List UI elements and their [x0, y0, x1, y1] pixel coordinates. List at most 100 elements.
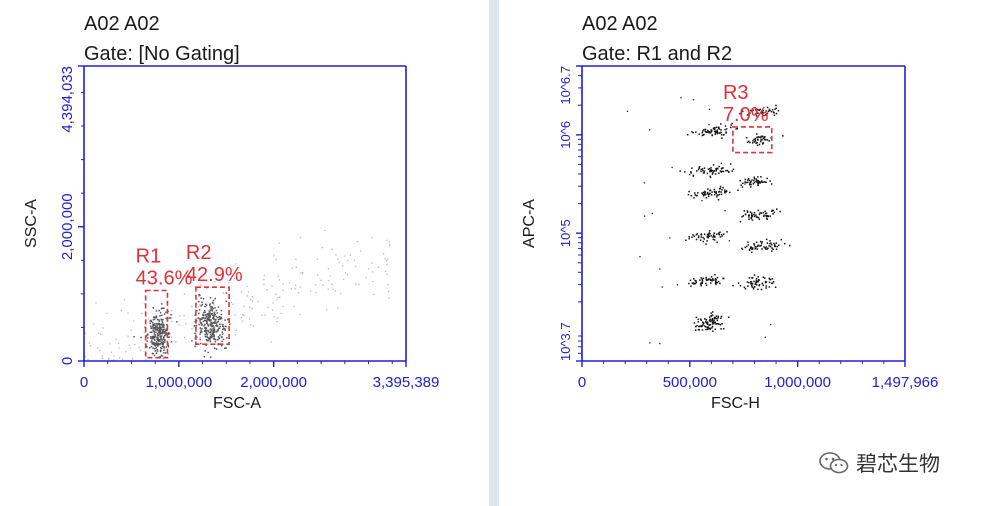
cluster-point	[765, 114, 767, 116]
cluster-point	[206, 320, 208, 323]
background-point	[115, 338, 117, 341]
x-axis-title: FSC-A	[213, 395, 261, 412]
background-point	[626, 110, 629, 112]
cluster-point	[209, 312, 211, 314]
cluster-point	[209, 335, 212, 338]
cluster-point	[714, 173, 717, 175]
background-point	[295, 266, 297, 268]
cluster-point	[211, 312, 214, 315]
cluster-point	[778, 244, 780, 247]
cluster-point	[147, 337, 149, 339]
background-point	[206, 288, 208, 290]
cluster-point	[194, 345, 196, 347]
cluster-point	[705, 243, 707, 245]
cluster-point	[215, 309, 218, 312]
cluster-point	[161, 324, 163, 326]
cluster-point	[776, 208, 778, 210]
cluster-point	[750, 217, 752, 219]
x-axis-title: FSC-H	[711, 395, 760, 412]
cluster-point	[750, 186, 752, 188]
cluster-point	[746, 181, 749, 184]
background-point	[386, 273, 388, 275]
cluster-point	[154, 342, 157, 345]
cluster-point	[756, 144, 759, 147]
cluster-point	[216, 329, 219, 332]
cluster-point	[761, 111, 764, 113]
background-point	[340, 292, 342, 295]
background-point	[232, 303, 234, 305]
cluster-point	[162, 352, 165, 354]
cluster-point	[157, 338, 160, 340]
cluster-point	[771, 247, 773, 249]
cluster-point	[748, 112, 751, 114]
background-point	[134, 344, 136, 346]
cluster-point	[155, 328, 158, 331]
cluster-point	[713, 239, 716, 241]
cluster-point	[220, 309, 222, 312]
cluster-point	[688, 190, 690, 193]
cluster-point	[211, 306, 213, 308]
cluster-point	[750, 181, 752, 183]
cluster-point	[763, 138, 766, 141]
cluster-point	[706, 328, 709, 331]
cluster-point	[697, 192, 699, 194]
background-point	[669, 237, 671, 239]
cluster-point	[198, 312, 200, 315]
cluster-point	[764, 280, 767, 283]
background-point	[280, 312, 282, 314]
cluster-point	[694, 282, 696, 285]
cluster-point	[706, 172, 709, 175]
cluster-point	[215, 348, 218, 350]
cluster-point	[724, 128, 726, 131]
background-point	[264, 314, 266, 316]
background-point	[316, 274, 319, 276]
background-point	[764, 336, 766, 338]
cluster-point	[754, 140, 757, 142]
cluster-point	[782, 135, 784, 137]
cluster-point	[764, 247, 766, 249]
cluster-point	[213, 317, 215, 320]
cluster-point	[776, 245, 778, 248]
background-point	[240, 291, 242, 293]
cluster-point	[199, 338, 201, 341]
background-point	[275, 293, 277, 295]
cluster-point	[721, 323, 723, 325]
background-point	[106, 312, 108, 314]
cluster-point	[162, 338, 164, 340]
cluster-point	[193, 325, 196, 327]
background-point	[355, 283, 357, 285]
background-point	[98, 332, 100, 334]
cluster-point	[163, 328, 165, 330]
cluster-point	[748, 281, 750, 284]
cluster-point	[719, 187, 721, 190]
cluster-point	[725, 131, 727, 133]
cluster-point	[751, 215, 754, 217]
cluster-point	[701, 168, 704, 170]
cluster-point	[766, 139, 769, 141]
cluster-point	[715, 280, 717, 282]
cluster-point	[201, 303, 204, 306]
cluster-point	[208, 317, 210, 319]
cluster-point	[704, 128, 707, 131]
cluster-point	[711, 173, 714, 175]
cluster-point	[202, 314, 204, 317]
dot-layer	[626, 97, 791, 345]
background-point	[199, 304, 201, 306]
background-point	[331, 248, 333, 251]
cluster-point	[768, 286, 771, 288]
cluster-point	[154, 327, 156, 329]
cluster-point	[768, 140, 770, 142]
cluster-point	[213, 336, 215, 338]
cluster-point	[706, 235, 709, 238]
cluster-point	[753, 244, 756, 246]
cluster-point	[773, 112, 775, 114]
cluster-point	[693, 283, 695, 285]
cluster-point	[766, 106, 769, 109]
background-point	[243, 314, 245, 316]
cluster-point	[705, 278, 708, 280]
cluster-point	[163, 338, 165, 340]
cluster-point	[209, 309, 211, 312]
cluster-point	[749, 141, 751, 144]
background-point	[87, 358, 89, 361]
cluster-point	[200, 297, 202, 299]
